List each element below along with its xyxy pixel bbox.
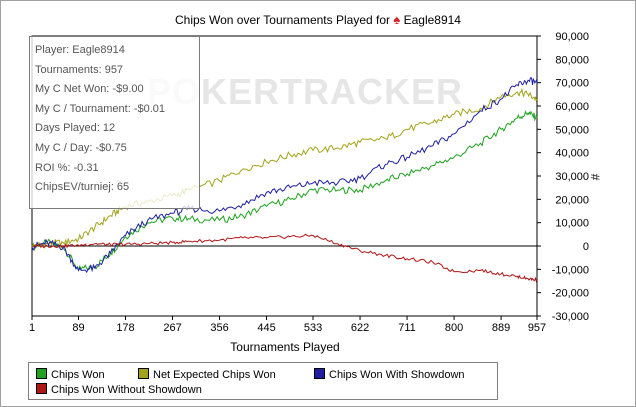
x-tick-label: 178 [116,322,134,334]
legend-label: Net Expected Chips Won [153,369,276,381]
legend-item-with-showdown: Chips Won With Showdown [314,368,465,381]
legend-swatch [138,368,149,379]
legend-label: Chips Won Without Showdown [51,384,202,396]
stats-box: Player: Eagle8914 Tournaments: 957 My C … [29,36,200,209]
series-line-4 [31,233,538,283]
stats-line: Days Played: 12 [35,122,116,135]
legend-item-without-showdown: Chips Won Without Showdown [36,383,202,396]
y-axis-label: # [588,173,603,181]
x-tick-label: 1 [29,322,35,334]
x-tick-label: 89 [72,322,84,334]
stats-line: Tournaments: 957 [35,63,124,76]
y-tick-label: 60,000 [555,101,589,113]
x-tick-label: 957 [528,322,546,334]
y-tick-label: 0 [583,241,589,253]
legend-swatch [314,368,325,379]
stats-line: ChipsEV/turniej: 65 [35,181,130,194]
legend-item-net-expected: Net Expected Chips Won [138,368,276,381]
stats-line: My C / Day: -$0.75 [35,141,127,154]
stats-line: My C / Tournament: -$0.01 [35,102,166,115]
y-tick-label: 80,000 [555,54,589,66]
legend-label: Chips Won [51,369,105,381]
y-tick-label: 70,000 [555,78,589,90]
y-tick-label: -10,000 [552,264,589,276]
y-tick-label: 10,000 [555,218,589,230]
chart-title-text: Chips Won over Tournaments Played for [175,13,390,27]
y-tick-label: 50,000 [555,124,589,136]
legend-item-chips-won: Chips Won [36,368,105,381]
y-tick-label: 40,000 [555,148,589,160]
legend-swatch [36,368,47,379]
x-tick-label: 533 [304,322,322,334]
x-tick-label: 356 [210,322,228,334]
x-tick-label: 622 [351,322,369,334]
x-tick-label: 267 [163,322,181,334]
chart-title-player: Eagle8914 [403,13,461,27]
stats-line: ROI %: -0.31 [35,161,99,174]
y-tick-label: -20,000 [552,288,589,300]
x-tick-label: 889 [492,322,510,334]
stats-line: My C Net Won: -$9.00 [35,83,144,96]
stats-line: Player: Eagle8914 [35,44,125,56]
x-tick-label: 445 [257,322,275,334]
y-tick-label: -30,000 [552,311,589,323]
chart-title: Chips Won over Tournaments Played for ♠ … [0,12,636,27]
legend-label: Chips Won With Showdown [329,369,465,381]
y-tick-label: 90,000 [555,31,589,43]
y-tick-label: 20,000 [555,194,589,206]
y-tick-label: 30,000 [555,171,589,183]
legend: Chips Won Net Expected Chips Won Chips W… [28,362,498,400]
series-line-3 [31,76,538,274]
spade-icon: ♠ [393,12,401,27]
x-tick-label: 800 [445,322,463,334]
series-line-1 [31,110,538,271]
x-axis-label: Tournaments Played [230,340,340,354]
series-line-2 [31,87,538,249]
x-tick-label: 711 [398,322,416,334]
legend-swatch [36,383,47,394]
